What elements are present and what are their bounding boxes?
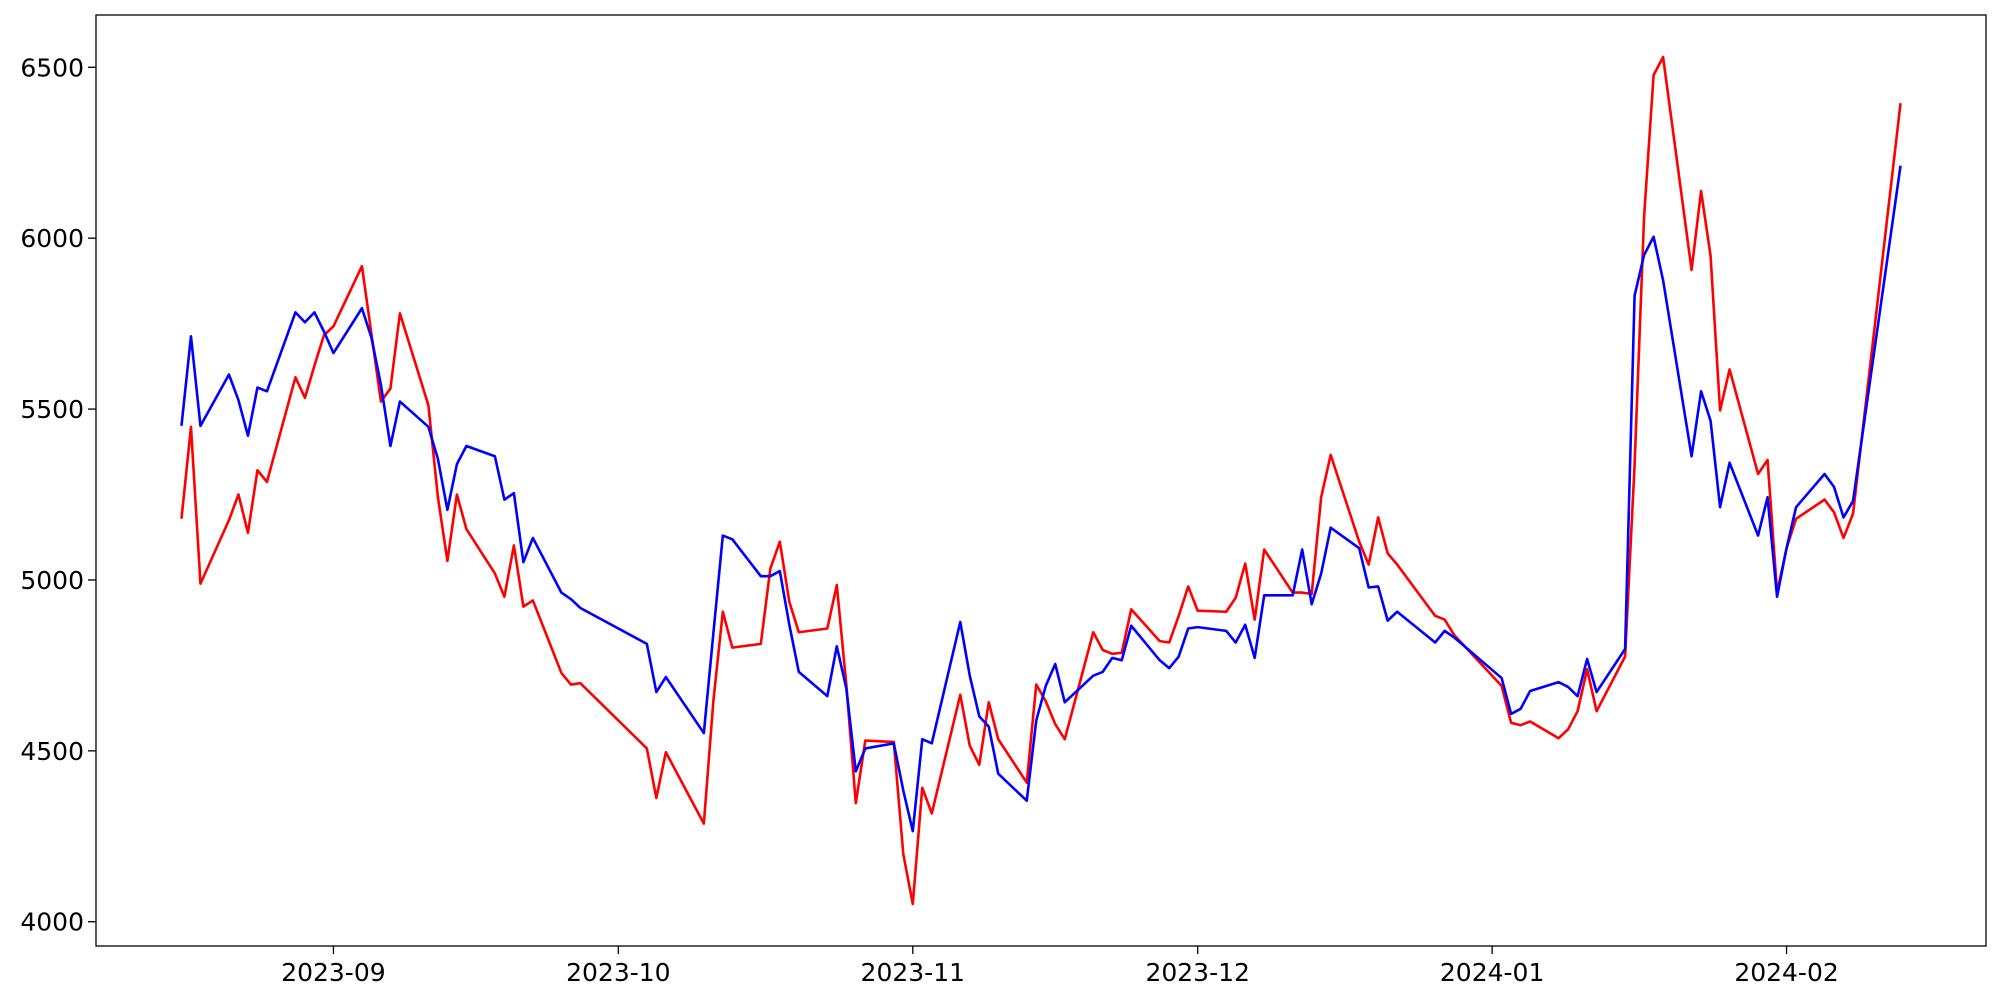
x-tick-label: 2023-11	[861, 958, 965, 987]
plot-frame	[95, 14, 1987, 947]
y-tick-label: 4500	[20, 737, 84, 766]
x-tick-label: 2024-02	[1734, 958, 1838, 987]
x-tick-label: 2023-10	[566, 958, 670, 987]
y-tick-label: 4000	[20, 908, 84, 937]
x-tick-label: 2023-12	[1145, 958, 1249, 987]
x-tick-label: 2024-01	[1440, 958, 1544, 987]
line-series	[180, 55, 1902, 906]
y-tick-label: 5000	[20, 566, 84, 595]
y-tick-label: 5500	[20, 395, 84, 424]
y-tick-label: 6500	[20, 53, 84, 82]
x-tick-label: 2023-09	[281, 958, 385, 987]
y-tick-label: 6000	[20, 224, 84, 253]
line-series	[180, 165, 1902, 833]
